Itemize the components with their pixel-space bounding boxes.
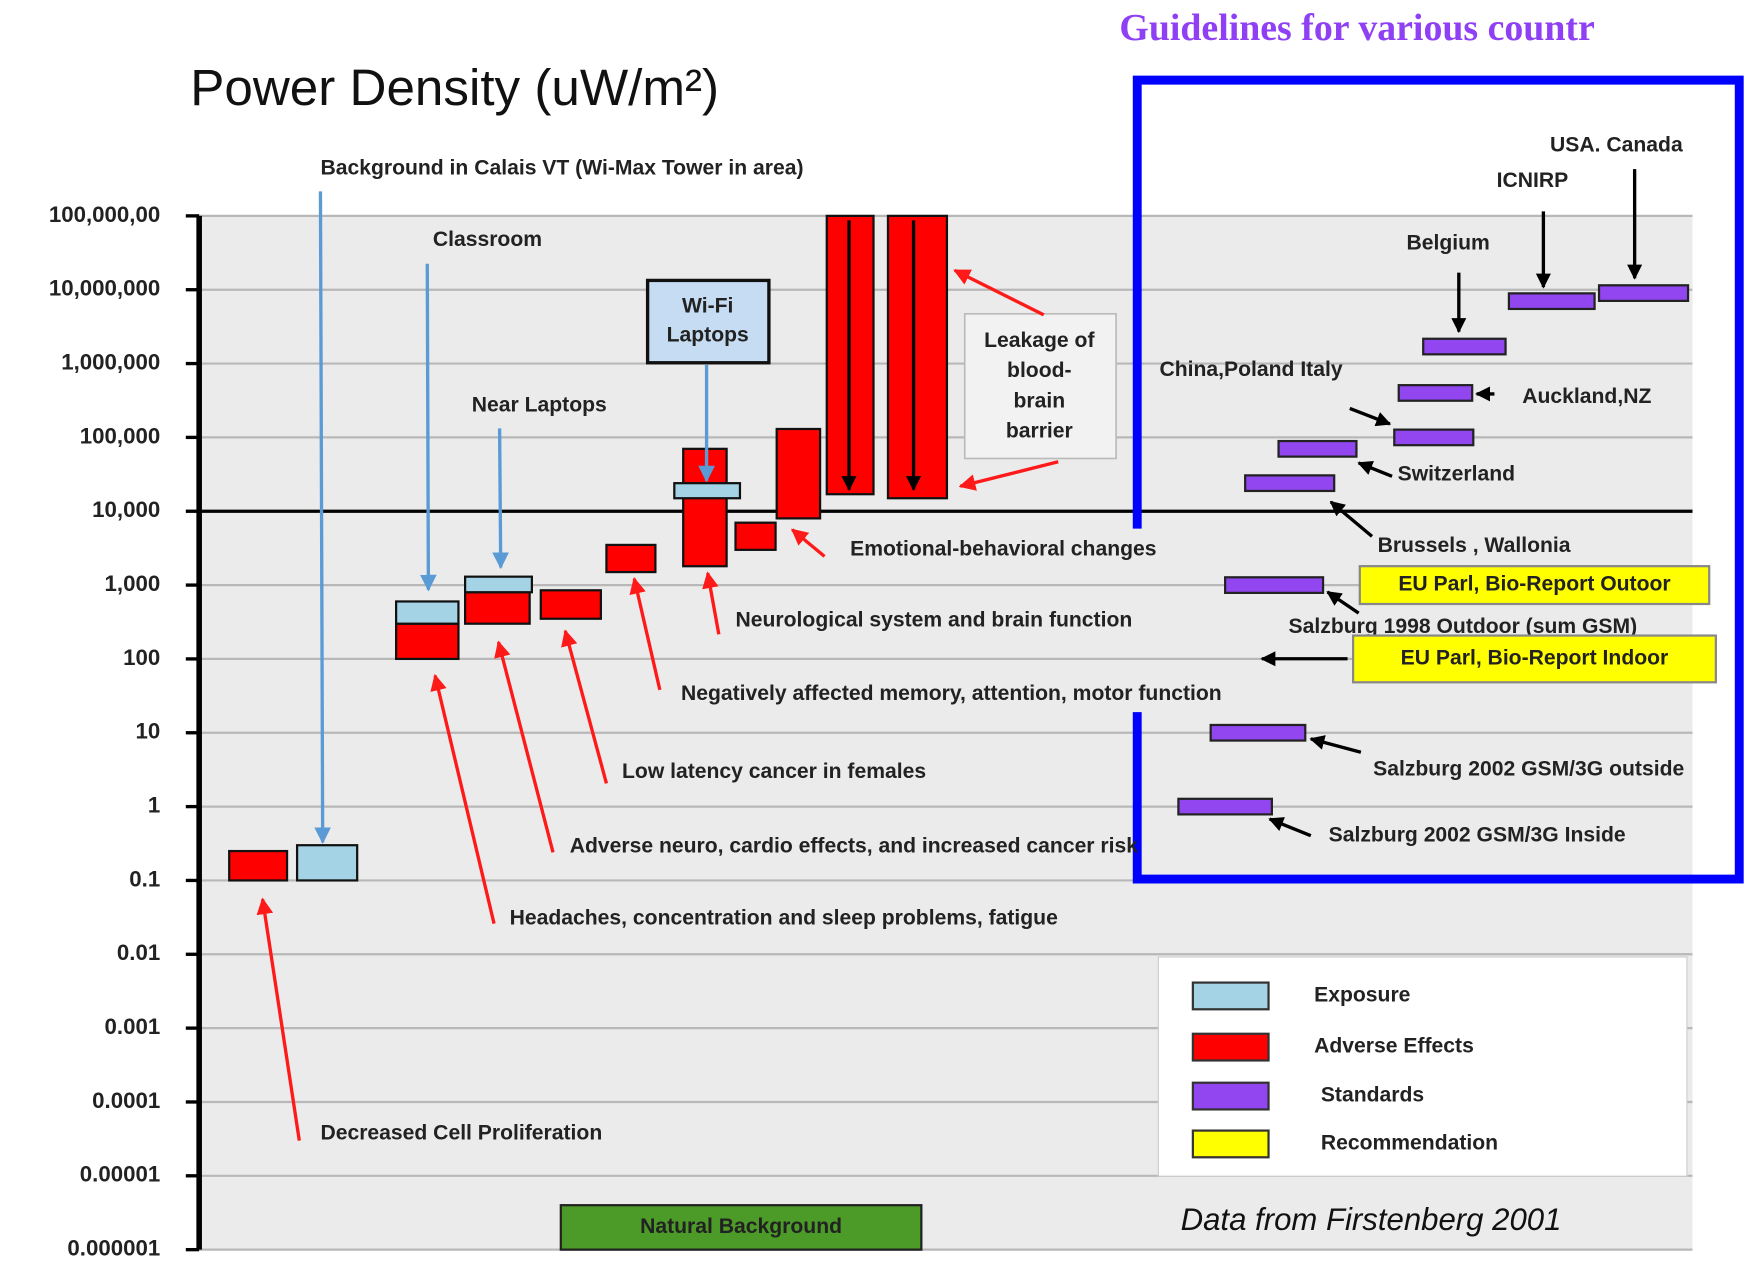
standard-label: Brussels , Wallonia	[1378, 534, 1571, 557]
legend-swatch	[1191, 1081, 1270, 1111]
range-bar	[395, 600, 460, 625]
range-bar	[228, 849, 289, 882]
legend-label: Exposure	[1314, 984, 1411, 1007]
y-tick-label: 0.01	[117, 940, 160, 965]
legend-swatch	[1191, 981, 1270, 1011]
source: Data from Firstenberg 2001	[1181, 1202, 1562, 1237]
standard-bar	[1393, 428, 1475, 447]
annotation: Neurological system and brain function	[736, 609, 1133, 632]
legend-swatch	[1191, 1129, 1270, 1159]
y-tick-label: 10,000	[92, 497, 160, 522]
overlay: Salzburg 2002 GSM/3G Inside Salzburg 2002…	[320, 133, 1717, 1144]
standard-bar	[1209, 723, 1307, 742]
y-tick-label: 100,000	[80, 423, 160, 448]
y-tick-label: 1,000	[105, 571, 161, 596]
wifi-box	[645, 278, 771, 365]
range-bar	[539, 589, 602, 620]
y-tick-label: 0.001	[105, 1014, 161, 1039]
guidelines-title: Guidelines for various countr	[1119, 7, 1594, 49]
legend-label: Adverse Effects	[1314, 1035, 1474, 1058]
y-tick-label: 0.1	[129, 866, 160, 891]
recommendation-label: EU Parl, Bio-Report Indoor	[1401, 647, 1669, 670]
legend-entries: Exposure Adverse Effects Standards Recommen…	[1191, 981, 1498, 1159]
annotation: Adverse neuro, cardio effects, and incre…	[570, 834, 1139, 857]
annotation: Wi-Fi	[682, 295, 733, 318]
arrows	[256, 169, 1643, 1141]
annotation: brain	[1013, 389, 1065, 412]
range-bar	[605, 543, 657, 574]
legend-label: Recommendation	[1321, 1132, 1498, 1155]
annotation: Leakage of	[984, 329, 1095, 352]
standard-bar	[1507, 292, 1596, 311]
annotation: Decreased Cell Proliferation	[320, 1121, 602, 1144]
y-tick-label: 0.000001	[67, 1236, 160, 1261]
standard-label: Auckland,NZ	[1522, 385, 1651, 408]
annotation: barrier	[1006, 419, 1073, 442]
range-bar	[463, 575, 533, 594]
annotation: Headaches, concentration and sleep probl…	[510, 907, 1058, 930]
annotation: blood-	[1007, 359, 1072, 382]
range-bar	[463, 591, 531, 625]
standard-bar	[1277, 439, 1358, 458]
annotation: Laptops	[667, 324, 749, 347]
standard-label: USA. Canada	[1550, 133, 1683, 156]
standard-label: China,Poland Italy	[1159, 358, 1342, 381]
standard-label: Salzburg 2002 GSM/3G Inside	[1329, 823, 1626, 846]
y-tick-label: 100,000,00	[49, 202, 160, 227]
standard-bar	[1177, 797, 1273, 816]
standard-label: ICNIRP	[1497, 169, 1569, 192]
y-tick-label: 10,000,000	[49, 276, 160, 301]
legend-label: Standards	[1321, 1084, 1424, 1107]
standard-bar	[1397, 384, 1474, 402]
standard-label: Salzburg 1998 Outdoor (sum GSM)	[1289, 615, 1638, 638]
range-bar	[775, 427, 822, 520]
annotation: Near Laptops	[472, 394, 607, 417]
recommendation-box	[1358, 565, 1711, 606]
natural-background-label: Natural Background	[640, 1215, 842, 1238]
marks: Natural Background	[228, 214, 1690, 1251]
range-bar	[673, 482, 742, 500]
y-tick-label: 1	[148, 792, 160, 817]
chart-title: Power Density (uW/m²)	[190, 59, 719, 116]
annotation: Negatively affected memory, attention, m…	[681, 682, 1222, 705]
leakage-box	[963, 312, 1117, 460]
range-bar	[734, 521, 777, 551]
recommendation-label: EU Parl, Bio-Report Outoor	[1398, 573, 1670, 596]
y-tick-label: 1,000,000	[61, 349, 160, 374]
annotation: Low latency cancer in females	[622, 760, 926, 783]
standard-bar	[1224, 576, 1325, 594]
y-tick-label: 0.00001	[80, 1162, 160, 1187]
y-tick-label: 100	[123, 645, 160, 670]
range-bar	[295, 844, 359, 882]
y-tick-label: 0.0001	[92, 1088, 160, 1113]
guidelines-frame	[1132, 75, 1744, 884]
annotation: Emotional-behavioral changes	[850, 537, 1156, 560]
range-bar	[886, 214, 949, 500]
standard-label: Belgium	[1407, 231, 1490, 254]
range-bar	[395, 622, 460, 661]
annotation: Background in Calais VT (Wi-Max Tower in…	[320, 157, 803, 180]
legend-swatch	[1191, 1032, 1270, 1062]
natural-background	[559, 1204, 923, 1251]
y-tick-label: 10	[135, 719, 160, 744]
standard-bar	[1422, 337, 1507, 356]
annotation: Classroom	[433, 228, 542, 251]
standard-bar	[1597, 284, 1690, 302]
recommendation-box	[1351, 634, 1717, 684]
standard-label: Salzburg 2002 GSM/3G outside	[1373, 758, 1684, 781]
standard-label: Switzerland	[1398, 463, 1515, 486]
standard-bar	[1244, 474, 1336, 493]
